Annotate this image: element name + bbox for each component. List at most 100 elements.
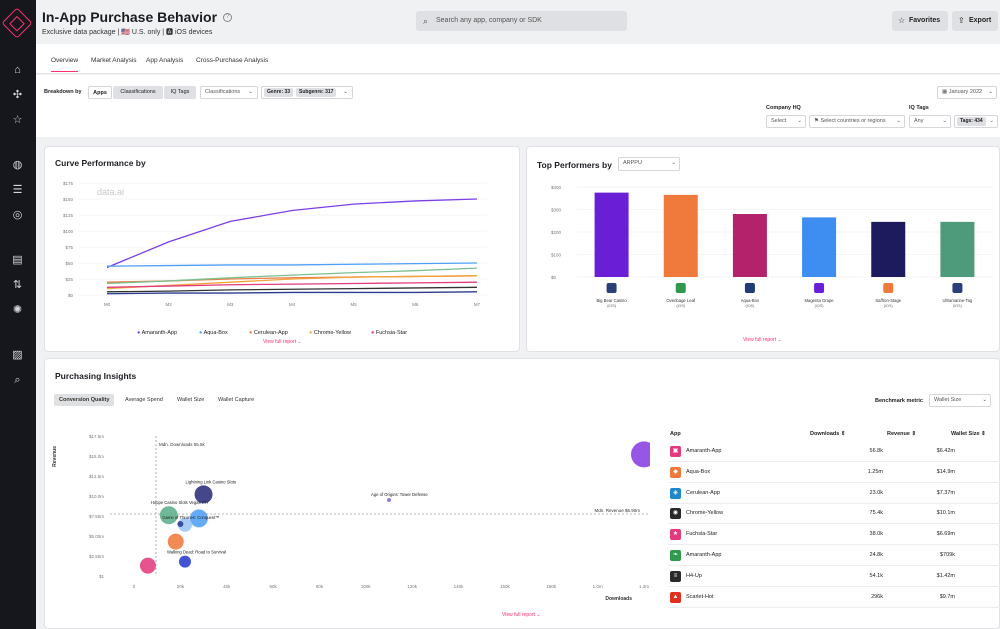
home-icon[interactable]: ⌂ bbox=[14, 64, 21, 76]
x-tick-label: 1.0m bbox=[593, 584, 603, 589]
downloads-cell: 75.4k bbox=[869, 510, 883, 517]
benchmark-select[interactable]: Wallet Size ⌄ bbox=[929, 394, 991, 407]
app-icon: ▣ bbox=[670, 446, 681, 457]
tab-bar: Overview Market Analysis App Analysis Cr… bbox=[36, 44, 1000, 74]
y-tick-label: $7.50m bbox=[89, 514, 104, 519]
iq-tags-count-select[interactable]: Tags: 434 ⌄ bbox=[954, 115, 998, 128]
chevron-down-icon: ⌄ bbox=[797, 118, 802, 124]
app-name-cell[interactable]: Cerulean-App bbox=[686, 489, 720, 496]
app-icon: ◈ bbox=[670, 487, 681, 499]
legend-label: Amaranth-App bbox=[141, 330, 178, 336]
x-tick-label: M3 bbox=[227, 302, 234, 307]
iq-tags-select[interactable]: Any ⌄ bbox=[909, 115, 951, 128]
export-button[interactable]: ⇪ Export bbox=[952, 11, 998, 31]
scatter-point bbox=[139, 557, 156, 574]
app-name-cell[interactable]: Amaranth-App bbox=[686, 552, 722, 558]
x-axis-label: Downloads bbox=[605, 596, 632, 602]
app-icon: ★ bbox=[670, 529, 681, 541]
globe-icon[interactable]: ◍ bbox=[12, 159, 23, 171]
tab-overview[interactable]: Overview bbox=[51, 57, 79, 72]
legend-item-aqua[interactable]: ● Aqua-Box bbox=[199, 330, 228, 336]
page-subtitle: Exclusive data package | 🇺🇸 U.S. only | … bbox=[42, 29, 213, 36]
category-sub-label: (iOS) bbox=[745, 304, 755, 308]
top-performers-title: Top Performers by bbox=[537, 160, 612, 170]
tab-app-analysis[interactable]: App Analysis bbox=[146, 57, 184, 64]
breakdown-apps[interactable]: Apps bbox=[88, 86, 112, 99]
app-name-cell[interactable]: Scarlet-Hot bbox=[686, 593, 714, 600]
series-line bbox=[106, 281, 478, 288]
date-select[interactable]: ▦ January 2022 ⌄ bbox=[937, 86, 997, 99]
legend-item-chrome[interactable]: ● Chrome-Yellow bbox=[309, 330, 351, 336]
scatter-point bbox=[194, 485, 213, 504]
image-icon[interactable]: ▨ bbox=[12, 349, 23, 361]
app-name-cell[interactable]: Aqua-Box bbox=[686, 468, 711, 475]
subgenre-tag: Subgenre: 317 bbox=[296, 88, 337, 97]
network-icon[interactable]: ✣ bbox=[12, 89, 23, 101]
app-icon: ◆ bbox=[670, 466, 681, 478]
tab-cross-purchase-analysis[interactable]: Cross-Purchase Analysis bbox=[196, 57, 269, 64]
category-label: Aqua-Box bbox=[741, 298, 760, 303]
search-list-icon[interactable]: ⌕ bbox=[14, 374, 21, 386]
legend-label: Chrome-Yellow bbox=[313, 330, 351, 336]
bar bbox=[663, 194, 698, 277]
subtab-wallet-capture[interactable]: Wallet Capture bbox=[218, 397, 255, 403]
app-name-cell[interactable]: Amaranth-App bbox=[686, 448, 722, 454]
help-icon[interactable]: ? bbox=[223, 13, 232, 22]
search-icon: ⌕ bbox=[423, 16, 429, 26]
breakdown-iq-tags[interactable]: IQ Tags bbox=[164, 86, 196, 99]
tab-market-analysis[interactable]: Market Analysis bbox=[91, 57, 137, 64]
countries-select[interactable]: ⚑ Select countries or regions ⌄ bbox=[809, 115, 905, 128]
transfer-icon[interactable]: ⇅ bbox=[12, 279, 23, 291]
col-header-wallet-size[interactable]: Wallet Size ⇕ bbox=[951, 431, 986, 437]
company-select[interactable]: Select ⌄ bbox=[766, 115, 806, 128]
export-label: Export bbox=[969, 17, 992, 24]
favorites-button[interactable]: ☆ Favorites bbox=[892, 11, 948, 31]
subtab-wallet-size[interactable]: Wallet Size bbox=[177, 397, 205, 403]
revenue-cell: $6.69m bbox=[936, 531, 955, 538]
col-header-app[interactable]: App bbox=[670, 431, 681, 437]
genre-select[interactable]: Genre: 33 Subgenre: 317 ⌄ bbox=[261, 86, 353, 99]
legend-item-fuchsia[interactable]: ● Fuchsia-Star bbox=[371, 330, 408, 336]
date-value: January 2022 bbox=[948, 89, 983, 95]
category-label: Magenta Grape bbox=[805, 298, 835, 303]
page-title: In-App Purchase Behavior bbox=[42, 9, 218, 25]
metric-value: ARPPU bbox=[623, 160, 642, 166]
insights-view-full-report-link[interactable]: View full report ⌄ bbox=[502, 612, 541, 618]
legend-item-amaranth[interactable]: ● Amaranth-App bbox=[137, 330, 178, 336]
compass-icon[interactable]: ◎ bbox=[12, 209, 23, 221]
company-hq-label: Company HQ bbox=[766, 105, 801, 111]
subtab-conversion-quality[interactable]: Conversion Quality bbox=[54, 394, 115, 406]
metric-select[interactable]: ARPPU ⌄ bbox=[618, 157, 680, 171]
search-input[interactable]: ⌕ Search any app, company or SDK bbox=[416, 11, 627, 31]
scatter-point bbox=[167, 533, 184, 550]
classifications-select[interactable]: Classifications ⌄ bbox=[200, 86, 258, 99]
curve-legend: ● Amaranth-App ● Aqua-Box ● Cerulean-App… bbox=[137, 330, 437, 340]
app-name-cell[interactable]: Fuchsia-Star bbox=[686, 531, 718, 538]
star-icon[interactable]: ☆ bbox=[12, 114, 23, 126]
top-view-full-report-link[interactable]: View full report ⌄ bbox=[743, 337, 782, 343]
app-logo-icon[interactable] bbox=[1, 7, 33, 39]
col-header-revenue-label: Revenue bbox=[887, 431, 910, 437]
lightbulb-icon[interactable]: ✺ bbox=[12, 304, 23, 316]
breakdown-classifications[interactable]: Classifications bbox=[113, 86, 163, 99]
col-header-downloads[interactable]: Downloads ⇕ bbox=[810, 431, 845, 437]
col-header-revenue[interactable]: Revenue ⇕ bbox=[887, 431, 916, 437]
x-tick-label: 120k bbox=[407, 584, 418, 589]
curve-view-full-report-link[interactable]: View full report ⌄ bbox=[263, 339, 302, 345]
subtab-average-spend[interactable]: Average Spend bbox=[125, 397, 163, 403]
legend-item-cerulean[interactable]: ● Cerulean-App bbox=[249, 330, 288, 336]
clipboard-icon[interactable]: ▤ bbox=[12, 254, 23, 266]
star-outline-icon: ☆ bbox=[898, 16, 906, 25]
ranked-list-icon[interactable]: ☰ bbox=[12, 184, 23, 196]
app-name-cell[interactable]: Chrome-Yellow bbox=[686, 510, 724, 517]
app-name-cell[interactable]: H4-Up bbox=[686, 572, 702, 579]
y-tick-label: $175 bbox=[63, 181, 74, 186]
